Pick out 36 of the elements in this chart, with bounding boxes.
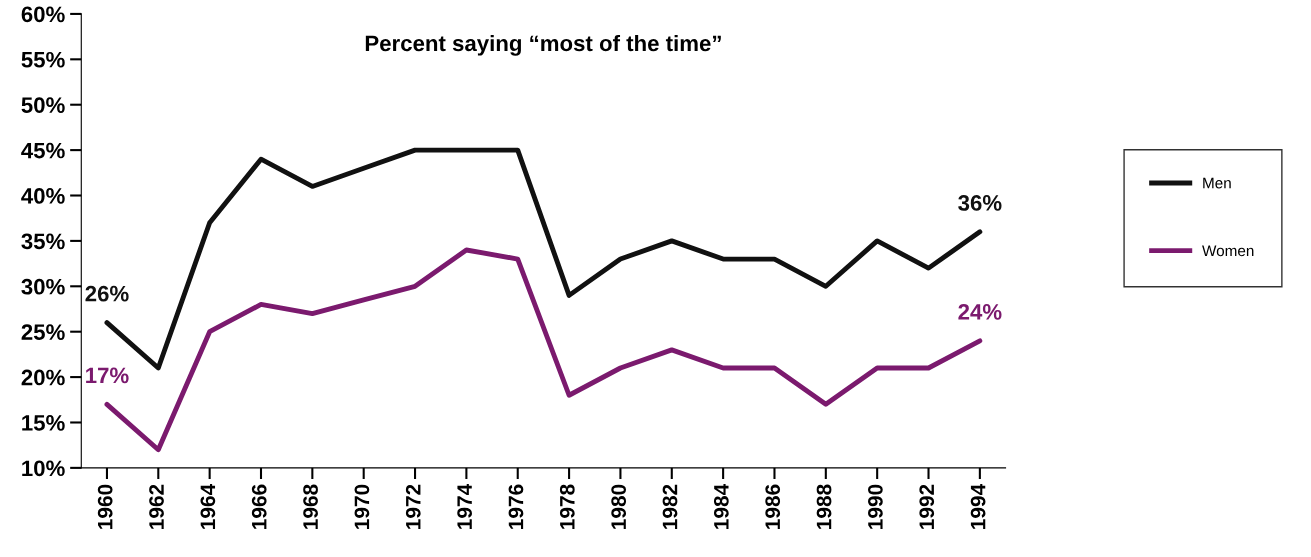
x-tick-label: 1982 <box>662 484 678 529</box>
x-tick-label: 1966 <box>251 484 267 529</box>
data-label: 17% <box>86 367 129 384</box>
x-tick-label: 1986 <box>765 484 781 529</box>
x-tick-label: 1984 <box>713 483 729 529</box>
x-tick-label: 1972 <box>405 484 421 529</box>
x-tick-label: 1992 <box>919 484 935 529</box>
x-tick-label: 1978 <box>559 484 575 529</box>
x-tick-label: 1980 <box>611 484 627 529</box>
text: Percent saying “most of the time” <box>365 34 721 56</box>
data-label: 26% <box>85 285 129 302</box>
x-tick-label: 1994 <box>970 483 986 529</box>
y-tick-label: 35% <box>21 233 65 250</box>
x-tick-label: 1964 <box>200 483 216 529</box>
data-label: 24% <box>958 303 1002 320</box>
y-tick-label: 10% <box>22 460 65 477</box>
y-tick-label: 20% <box>21 369 65 386</box>
y-tick-label: 40% <box>21 188 65 204</box>
x-tick-label: 1970 <box>354 484 370 529</box>
x-tick-label: 1960 <box>97 484 113 529</box>
y-tick-label: 60% <box>21 6 65 23</box>
x-tick-label: 1974 <box>457 483 472 529</box>
data-label: 36% <box>958 195 1002 211</box>
x-tick-label: 1988 <box>816 484 832 529</box>
y-tick-label: 30% <box>21 278 65 295</box>
x-tick-label: 1968 <box>303 484 318 529</box>
y-tick-label: 50% <box>21 97 65 113</box>
y-tick-label: 45% <box>21 142 65 159</box>
legend-label: Women <box>1202 245 1254 257</box>
y-tick-label: 15% <box>22 415 65 431</box>
x-tick-label: 1976 <box>508 484 524 529</box>
x-tick-label: 1990 <box>868 484 883 529</box>
x-tick-label: 1962 <box>149 484 164 529</box>
y-tick-label: 55% <box>21 51 65 68</box>
y-tick-label: 25% <box>21 324 65 340</box>
legend-label: Men <box>1203 177 1231 189</box>
